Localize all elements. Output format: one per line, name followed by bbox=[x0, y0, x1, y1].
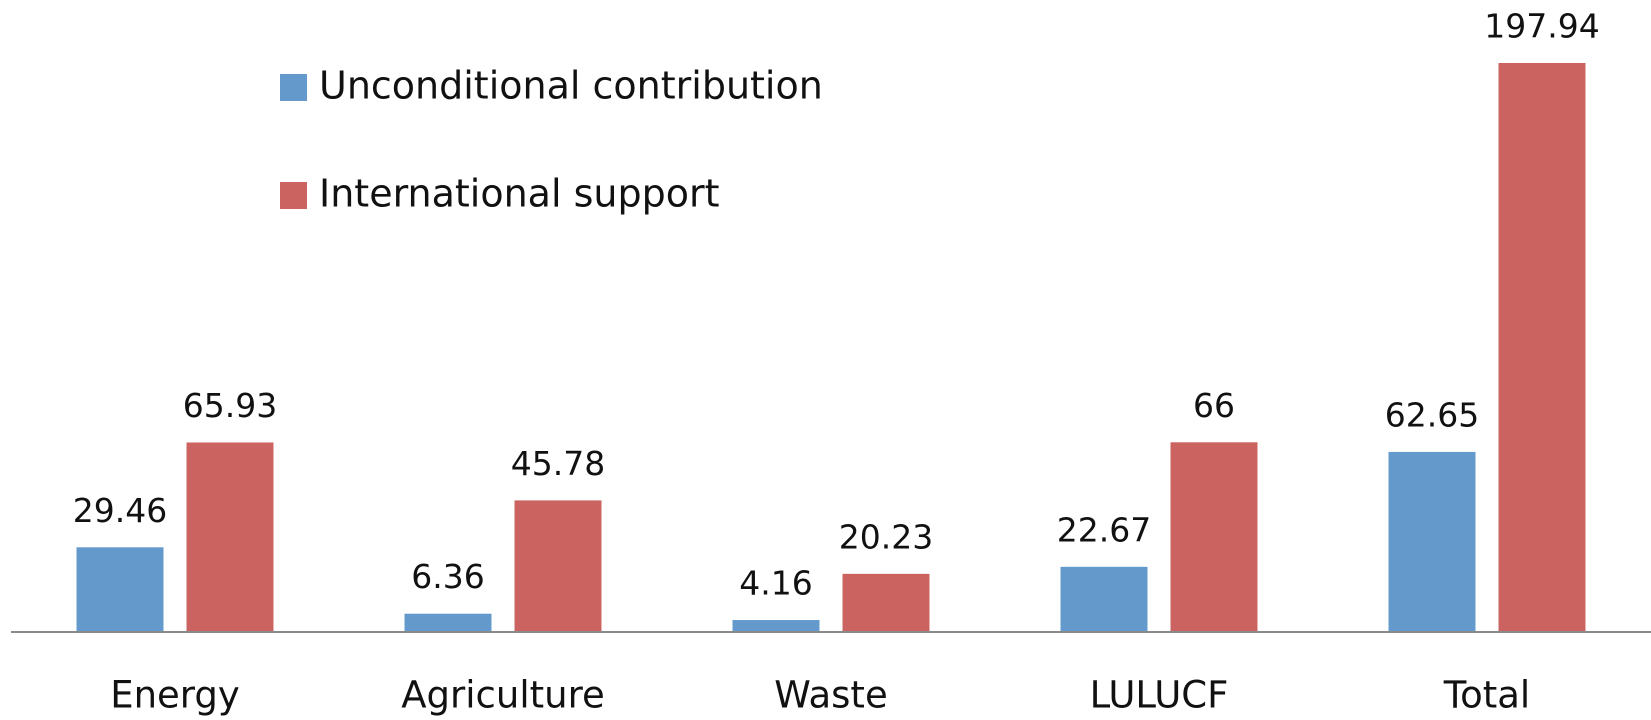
bar bbox=[1170, 442, 1258, 632]
data-label: 66 bbox=[1193, 386, 1235, 425]
legend-label: International support bbox=[319, 172, 720, 216]
x-tick-label: Energy bbox=[110, 674, 240, 717]
bar bbox=[404, 613, 492, 632]
x-tick-label: Agriculture bbox=[401, 674, 604, 717]
data-label: 62.65 bbox=[1385, 395, 1479, 434]
data-label: 197.94 bbox=[1484, 7, 1599, 46]
legend-swatch bbox=[280, 74, 307, 101]
bar bbox=[1498, 63, 1586, 632]
x-tick-label: Waste bbox=[774, 674, 887, 717]
x-tick-label: LULUCF bbox=[1090, 674, 1229, 717]
bar bbox=[1388, 451, 1476, 632]
bar bbox=[842, 573, 930, 632]
legend-label: Unconditional contribution bbox=[319, 64, 823, 108]
x-tick-label: Total bbox=[1443, 674, 1530, 717]
bar bbox=[1060, 566, 1148, 632]
data-label: 29.46 bbox=[73, 491, 167, 530]
data-label: 6.36 bbox=[411, 557, 484, 596]
data-label: 65.93 bbox=[183, 386, 277, 425]
data-label: 20.23 bbox=[839, 517, 933, 556]
data-label: 4.16 bbox=[739, 564, 812, 603]
bar bbox=[514, 500, 602, 632]
bar bbox=[76, 547, 164, 632]
data-label: 22.67 bbox=[1057, 510, 1151, 549]
bar bbox=[186, 442, 274, 632]
data-label: 45.78 bbox=[511, 444, 605, 483]
legend-swatch bbox=[280, 182, 307, 209]
bar bbox=[732, 620, 820, 632]
